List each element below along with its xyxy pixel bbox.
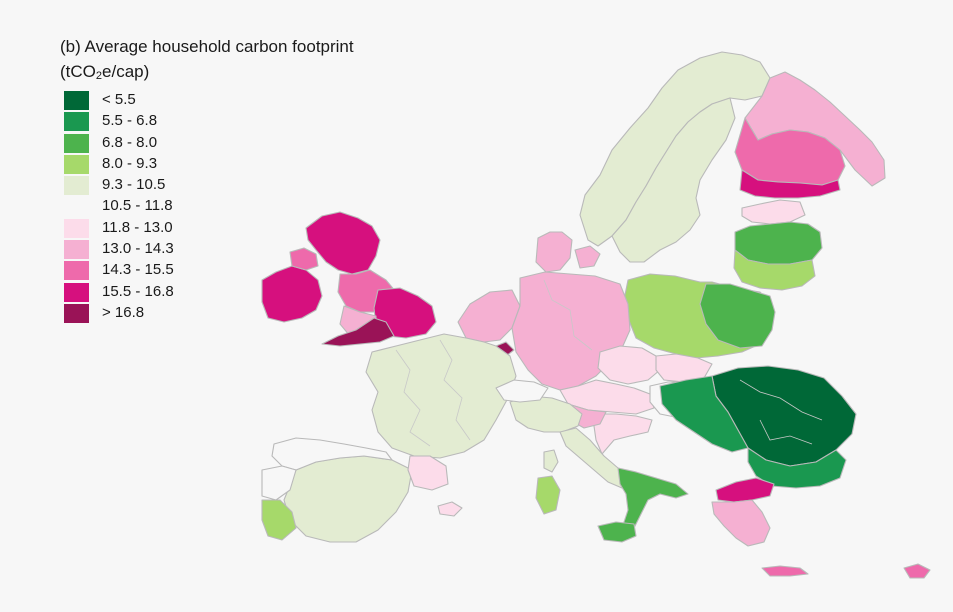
legend-label: 9.3 - 10.5	[102, 176, 166, 194]
region-benelux	[457, 289, 521, 343]
region-crete	[761, 565, 809, 577]
unit-close: e/cap)	[102, 62, 150, 81]
legend-label: 5.5 - 6.8	[102, 112, 158, 130]
region-ireland	[261, 265, 323, 323]
legend-swatch	[64, 240, 89, 260]
boundary-lines	[439, 339, 471, 441]
legend-swatch	[64, 91, 89, 110]
legend-label: 8.0 - 9.3	[102, 154, 158, 172]
legend-label: 6.8 - 8.0	[102, 133, 158, 151]
region-catalonia	[407, 455, 449, 491]
region-denmark	[535, 231, 601, 273]
region-portugal-south	[261, 499, 297, 541]
unit-open: (tCO	[60, 62, 96, 81]
map-unit: (tCO2e/cap)	[60, 61, 149, 87]
region-italy-south	[617, 467, 689, 533]
region-greece-north	[715, 477, 775, 503]
region-greece	[711, 499, 771, 547]
legend-swatch	[64, 154, 89, 174]
region-portugal-north	[261, 465, 297, 501]
region-balearics	[437, 501, 463, 517]
boundary-lines	[543, 279, 593, 351]
legend-label: 10.5 - 11.8	[102, 197, 173, 215]
region-estonia	[741, 199, 806, 225]
region-scotland	[305, 211, 381, 275]
map-title: (b) Average household carbon footprint	[60, 37, 354, 56]
legend-label: < 5.5	[102, 91, 136, 108]
legend-swatch	[64, 303, 89, 323]
region-france	[365, 333, 517, 459]
region-sweden	[611, 97, 736, 263]
legend-swatch	[64, 176, 89, 196]
region-northern-ireland	[289, 247, 319, 271]
boundary-lines	[759, 419, 813, 445]
legend-label: 11.8 - 13.0	[102, 218, 173, 236]
legend-label: 15.5 - 16.8	[102, 282, 174, 300]
region-poland-east	[699, 283, 776, 349]
region-switzerland	[495, 379, 549, 403]
region-latvia	[734, 221, 823, 265]
legend-swatch	[64, 261, 89, 281]
legend-label: > 16.8	[102, 303, 145, 321]
legend-swatch	[64, 112, 89, 132]
legend-label: 14.3 - 15.5	[102, 261, 174, 279]
region-italy-north	[509, 395, 583, 433]
region-croatia	[593, 413, 653, 455]
legend-swatch	[64, 133, 89, 153]
unit-sub: 2	[95, 70, 103, 82]
region-cyprus	[903, 563, 931, 579]
region-spain	[283, 455, 413, 543]
region-corsica	[543, 449, 559, 473]
region-sicily	[597, 521, 637, 543]
region-finland-south	[739, 169, 841, 199]
legend-swatch	[64, 218, 89, 238]
boundary-lines	[395, 349, 431, 447]
region-southwest-england	[321, 317, 395, 347]
boundary-lines	[739, 379, 823, 421]
region-czechia	[597, 345, 661, 385]
legend-label: 13.0 - 14.3	[102, 240, 174, 258]
legend-swatch	[64, 197, 89, 217]
legend-swatch	[64, 282, 89, 302]
region-bulgaria	[747, 447, 847, 489]
region-lithuania	[733, 249, 816, 291]
region-sardinia	[535, 475, 561, 515]
